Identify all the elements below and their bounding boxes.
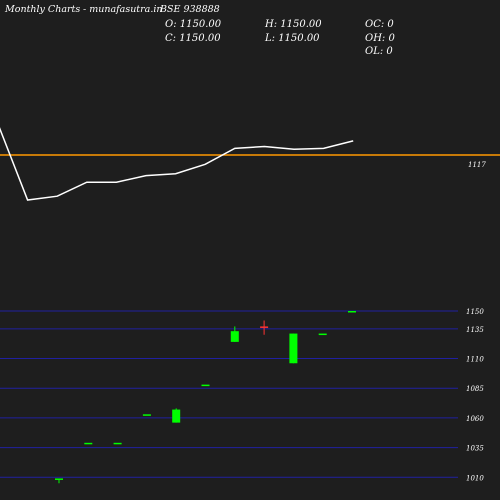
- candle-body: [318, 333, 327, 336]
- candle-body: [84, 442, 93, 445]
- chart-title: Monthly Charts: [5, 4, 81, 15]
- candle-body: [230, 331, 239, 342]
- y-tick-label: 1060: [466, 415, 484, 423]
- oc-value: OC: 0: [365, 19, 394, 30]
- reference-label: 1117: [468, 161, 486, 169]
- y-tick-label: 1110: [466, 356, 484, 364]
- y-tick-label: 1150: [466, 308, 484, 316]
- y-tick-label: 1035: [466, 445, 484, 453]
- candle-body: [172, 409, 181, 423]
- symbol-label: BSE 938888: [160, 4, 220, 15]
- ol-value: OL: 0: [365, 46, 393, 57]
- low-value: L: 1150.00: [265, 33, 320, 44]
- y-tick-label: 1135: [466, 326, 484, 334]
- candle-body: [289, 333, 298, 364]
- price-line: [0, 127, 354, 201]
- candle-body: [55, 478, 63, 480]
- y-tick-label: 1010: [466, 474, 484, 482]
- high-value: H: 1150.00: [265, 19, 322, 30]
- oh-value: OH: 0: [365, 33, 395, 44]
- close-value: C: 1150.00: [165, 33, 221, 44]
- candle-body: [142, 414, 151, 416]
- candle-body: [260, 326, 269, 328]
- y-tick-label: 1085: [466, 385, 484, 393]
- candle-body: [201, 384, 210, 387]
- candle-body: [348, 311, 356, 313]
- open-value: O: 1150.00: [165, 19, 222, 30]
- site-name: - munafasutra.in: [83, 4, 163, 15]
- candle-body: [113, 442, 122, 445]
